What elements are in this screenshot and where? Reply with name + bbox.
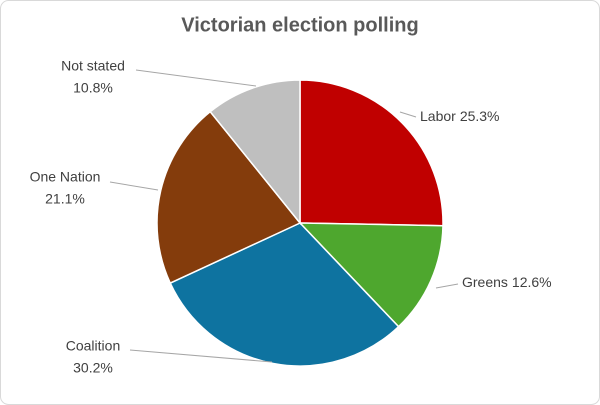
leader-line: [129, 349, 273, 363]
value-label: 10.8%: [73, 80, 113, 96]
pie-slice: [299, 79, 444, 227]
pie-slice: [169, 222, 400, 367]
pie-slice: [156, 110, 302, 285]
data-label: Greens 12.6%: [462, 274, 552, 290]
pie-slice: [298, 222, 444, 328]
value-label: 21.1%: [45, 191, 85, 207]
category-label: Labor: [420, 108, 456, 124]
value-label: 12.6%: [512, 274, 552, 290]
leader-line: [399, 111, 417, 118]
category-label: Coalition: [66, 338, 120, 354]
value-label: 25.3%: [460, 108, 500, 124]
data-label: Labor 25.3%: [420, 108, 500, 124]
leader-line: [135, 69, 257, 87]
category-label: Greens: [462, 274, 508, 290]
leader-line: [109, 181, 159, 191]
chart-title: Victorian election polling: [181, 14, 418, 36]
leader-line: [435, 283, 459, 289]
pie-slice: [209, 79, 301, 226]
category-label: Not stated: [61, 58, 125, 74]
category-label: One Nation: [30, 169, 101, 185]
value-label: 30.2%: [73, 360, 113, 376]
